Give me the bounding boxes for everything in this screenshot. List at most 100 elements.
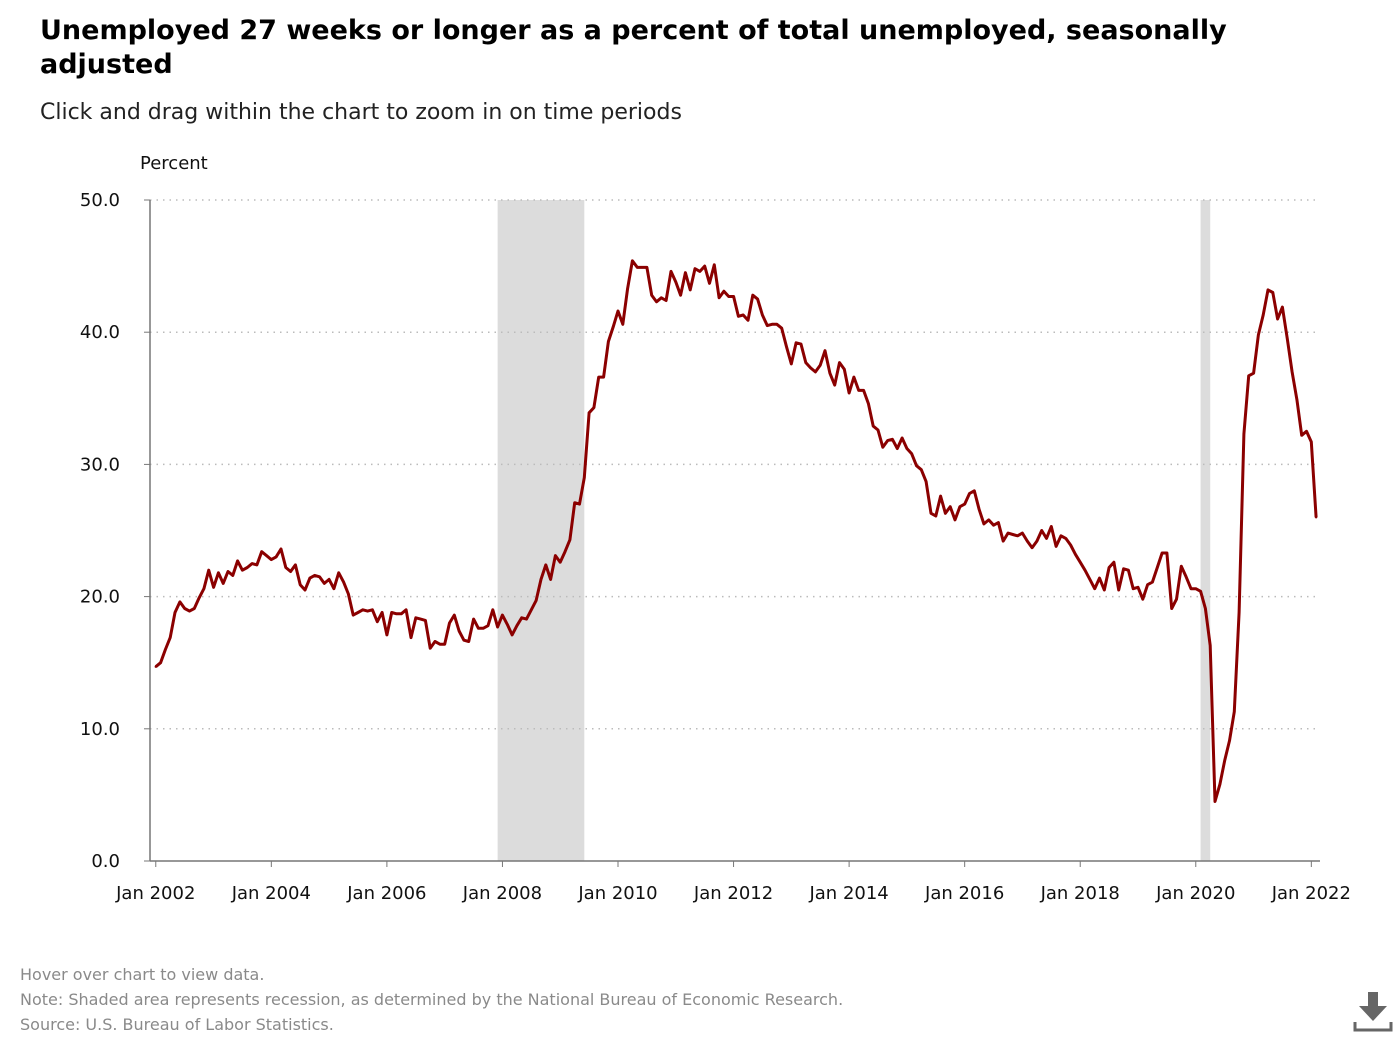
data-point[interactable] [241, 569, 244, 572]
data-point[interactable] [1127, 569, 1130, 572]
data-point[interactable] [785, 345, 788, 348]
data-point[interactable] [693, 267, 697, 270]
data-point[interactable] [1141, 598, 1145, 601]
data-point[interactable] [193, 607, 196, 610]
data-point[interactable] [1184, 575, 1188, 578]
data-point[interactable] [1223, 759, 1226, 762]
data-point[interactable] [1002, 539, 1005, 543]
data-point[interactable] [578, 502, 581, 506]
data-point[interactable] [1305, 430, 1308, 433]
download-button[interactable] [1352, 990, 1394, 1034]
data-point[interactable] [770, 323, 774, 326]
data-point[interactable] [260, 550, 263, 553]
data-point[interactable] [1016, 534, 1019, 537]
data-point[interactable] [809, 366, 812, 370]
data-point[interactable] [742, 313, 745, 317]
data-point[interactable] [539, 578, 543, 581]
data-point[interactable] [1290, 370, 1294, 374]
data-point[interactable] [197, 596, 201, 600]
chart-area[interactable]: 0.0 10.0 20.0 30.0 40.0 50.0 Percent Jan 2002 Ja… [0, 140, 1400, 920]
data-point[interactable] [448, 621, 451, 625]
data-point[interactable] [843, 368, 846, 371]
data-point[interactable] [727, 295, 730, 298]
data-point[interactable] [284, 566, 287, 569]
data-point[interactable] [645, 266, 649, 269]
data-point[interactable] [717, 296, 721, 299]
data-point[interactable] [977, 508, 981, 511]
data-point[interactable] [650, 294, 653, 297]
data-point[interactable] [1026, 539, 1029, 543]
data-point[interactable] [409, 636, 413, 639]
data-point[interactable] [380, 611, 384, 614]
data-point[interactable] [1228, 739, 1231, 742]
data-point[interactable] [496, 625, 499, 629]
data-point[interactable] [963, 502, 966, 506]
data-point[interactable] [1218, 783, 1222, 786]
data-point[interactable] [318, 575, 321, 578]
data-point[interactable] [246, 566, 249, 569]
data-point[interactable] [467, 640, 470, 643]
data-point[interactable] [323, 582, 326, 585]
data-point[interactable] [342, 580, 345, 584]
data-point[interactable] [737, 315, 740, 318]
data-point[interactable] [472, 617, 475, 621]
data-point[interactable] [236, 559, 239, 563]
data-point[interactable] [867, 402, 870, 405]
data-point[interactable] [1180, 565, 1183, 568]
data-point[interactable] [486, 624, 490, 627]
data-point[interactable] [568, 538, 572, 541]
data-point[interactable] [833, 383, 836, 387]
data-point[interactable] [510, 633, 514, 637]
data-point[interactable] [308, 576, 312, 580]
data-point[interactable] [1237, 611, 1241, 614]
data-point[interactable] [1295, 398, 1299, 401]
data-point[interactable] [419, 617, 422, 621]
data-point[interactable] [183, 607, 186, 610]
data-point[interactable] [1059, 534, 1063, 537]
data-point[interactable] [265, 554, 268, 557]
data-point[interactable] [1170, 607, 1173, 610]
data-point[interactable] [761, 313, 764, 317]
data-point[interactable] [563, 550, 567, 553]
data-point[interactable] [1035, 539, 1039, 543]
data-point[interactable] [997, 521, 1000, 524]
data-point[interactable] [207, 569, 210, 572]
data-point[interactable] [534, 599, 538, 602]
data-point[interactable] [337, 571, 340, 574]
data-point[interactable] [766, 324, 769, 327]
data-point[interactable] [621, 323, 624, 326]
data-point[interactable] [674, 280, 677, 284]
data-point[interactable] [1156, 566, 1159, 569]
data-point[interactable] [433, 640, 437, 643]
data-point[interactable] [250, 562, 254, 565]
data-point[interactable] [347, 592, 350, 596]
data-point[interactable] [159, 661, 162, 664]
data-point[interactable] [660, 296, 663, 299]
data-point[interactable] [255, 563, 259, 567]
data-point[interactable] [992, 524, 995, 527]
data-point[interactable] [631, 259, 634, 262]
data-point[interactable] [636, 266, 639, 269]
data-point[interactable] [1199, 590, 1202, 593]
data-point[interactable] [1233, 710, 1236, 713]
data-point[interactable] [164, 648, 167, 651]
data-point[interactable] [1204, 607, 1207, 610]
data-point[interactable] [1300, 434, 1303, 437]
data-point[interactable] [597, 375, 600, 379]
data-point[interactable] [1112, 561, 1116, 564]
data-point[interactable] [684, 271, 687, 274]
data-point[interactable] [852, 375, 856, 379]
data-point[interactable] [804, 361, 807, 364]
data-point[interactable] [1175, 598, 1178, 601]
data-point[interactable] [429, 647, 432, 650]
data-point[interactable] [352, 613, 355, 617]
data-point[interactable] [477, 627, 480, 630]
data-point[interactable] [953, 518, 957, 522]
data-point[interactable] [212, 586, 215, 589]
data-point[interactable] [1045, 537, 1048, 540]
data-point[interactable] [891, 438, 894, 441]
data-point[interactable] [482, 627, 485, 630]
data-point[interactable] [640, 266, 644, 269]
data-point[interactable] [775, 323, 779, 326]
data-point[interactable] [169, 636, 172, 639]
